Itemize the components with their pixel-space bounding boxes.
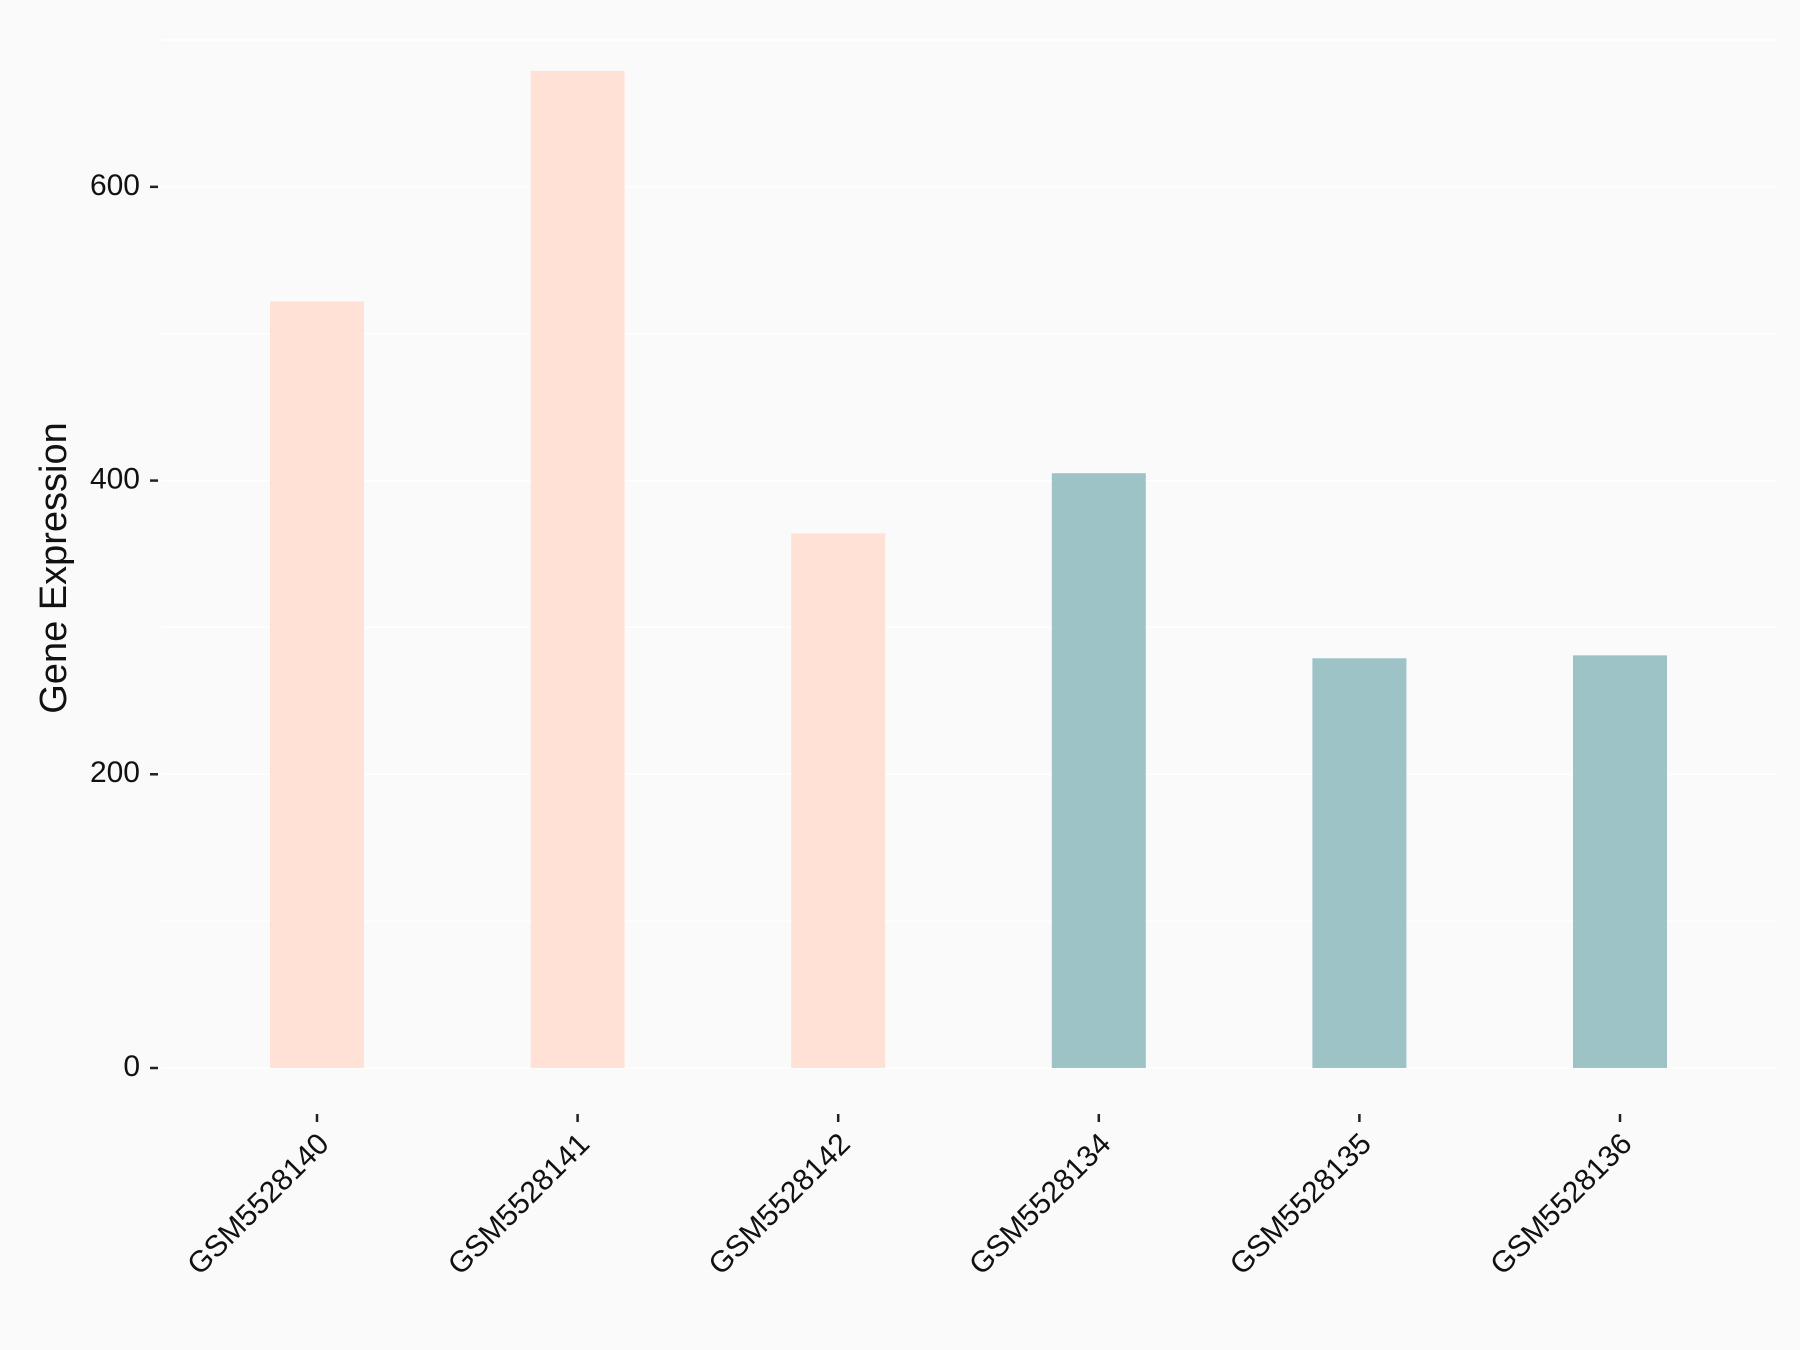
- bar: [791, 533, 886, 1068]
- y-axis-label: Gene Expression: [33, 422, 75, 714]
- y-tick-label: 200: [90, 756, 140, 789]
- bar: [1051, 473, 1146, 1068]
- bar: [530, 70, 625, 1069]
- y-tick-label: 600: [90, 169, 140, 202]
- y-tick-label: 0: [123, 1050, 140, 1083]
- bar: [1573, 655, 1667, 1068]
- bar: [270, 301, 364, 1068]
- bar: [1312, 658, 1407, 1068]
- y-tick-label: 400: [90, 462, 140, 495]
